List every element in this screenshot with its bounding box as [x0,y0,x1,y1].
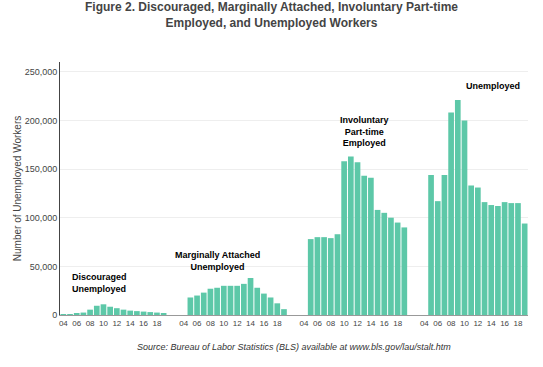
svg-text:10: 10 [99,319,108,328]
svg-text:Number of Unemployed Workers: Number of Unemployed Workers [12,116,23,261]
svg-text:06: 06 [313,319,322,328]
svg-text:08: 08 [86,319,95,328]
svg-text:14: 14 [487,319,496,328]
svg-text:InvoluntaryPart-timeEmployed: InvoluntaryPart-timeEmployed [340,115,389,148]
svg-text:06: 06 [193,319,202,328]
svg-text:06: 06 [72,319,81,328]
svg-text:08: 08 [206,319,215,328]
svg-text:Marginally AttachedUnemployed: Marginally AttachedUnemployed [175,250,260,272]
svg-text:14: 14 [246,319,255,328]
svg-text:250,000: 250,000 [25,67,58,77]
svg-text:04: 04 [179,319,188,328]
svg-text:10: 10 [340,319,349,328]
svg-text:100,000: 100,000 [25,213,58,223]
svg-text:06: 06 [433,319,442,328]
svg-text:0: 0 [52,310,57,320]
svg-text:Figure 2. Discouraged, Margina: Figure 2. Discouraged, Marginally Attach… [85,0,458,30]
svg-text:08: 08 [447,319,456,328]
svg-text:150,000: 150,000 [25,164,58,174]
svg-text:04: 04 [300,319,309,328]
svg-text:18: 18 [152,319,161,328]
svg-text:18: 18 [393,319,402,328]
svg-text:14: 14 [126,319,135,328]
svg-text:16: 16 [380,319,389,328]
svg-text:12: 12 [112,319,121,328]
svg-text:16: 16 [259,319,268,328]
svg-text:12: 12 [233,319,242,328]
svg-text:12: 12 [353,319,362,328]
svg-text:18: 18 [273,319,282,328]
svg-text:12: 12 [473,319,482,328]
svg-text:Source: Bureau of Labor Statis: Source: Bureau of Labor Statistics (BLS)… [137,342,451,352]
svg-text:10: 10 [219,319,228,328]
svg-text:14: 14 [366,319,375,328]
svg-text:08: 08 [326,319,335,328]
svg-text:16: 16 [500,319,509,328]
svg-text:10: 10 [460,319,469,328]
svg-text:04: 04 [59,319,68,328]
svg-text:DiscouragedUnemployed: DiscouragedUnemployed [72,272,127,294]
svg-text:200,000: 200,000 [25,116,58,126]
svg-text:04: 04 [420,319,429,328]
svg-text:18: 18 [514,319,523,328]
svg-text:16: 16 [139,319,148,328]
svg-text:Unemployed: Unemployed [466,81,520,91]
svg-text:50,000: 50,000 [30,262,58,272]
